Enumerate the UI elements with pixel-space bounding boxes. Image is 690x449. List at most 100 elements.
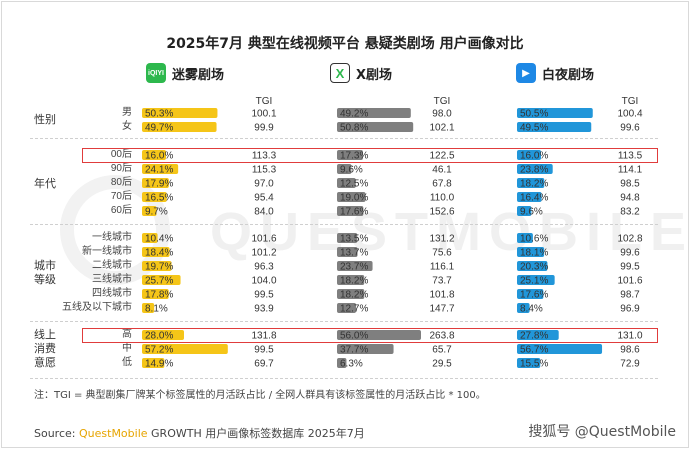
bar-value-label: 16.0% [520, 151, 548, 162]
bar-3 [517, 206, 532, 216]
bar-value-label: 9.6% [520, 207, 543, 218]
bar-2 [337, 303, 357, 313]
tgi-value: 99.6 [620, 248, 640, 259]
platform-name-1: 迷雾剧场 [172, 67, 225, 83]
category-label: 新一线城市 [82, 246, 132, 257]
bar-1 [142, 150, 166, 160]
category-label: 男 [122, 107, 132, 118]
separator-line [30, 321, 658, 322]
bar-value-label: 50.8% [340, 123, 368, 134]
tgi-value: 72.9 [620, 359, 640, 370]
bar-value-label: 56.0% [340, 331, 368, 342]
bar-3 [517, 261, 548, 271]
tgi-value: 95.4 [254, 193, 274, 204]
bar-value-label: 28.0% [145, 331, 173, 342]
tgi-value: 115.3 [252, 165, 277, 176]
bar-value-label: 18.2% [340, 276, 368, 287]
group-label-consumption: 线上消费意愿 [34, 329, 56, 369]
bar-1 [142, 233, 158, 243]
bar-1 [142, 178, 169, 188]
bar-1 [142, 122, 217, 132]
chart-title: 2025年7月 典型在线视频平台 悬疑类剧场 用户画像对比 [166, 36, 524, 52]
bar-value-label: 17.9% [145, 179, 173, 190]
group-label-city-tier: 城市等级 [34, 260, 56, 286]
bar-1 [142, 164, 179, 174]
bar-1 [142, 261, 172, 271]
category-label: 中 [122, 343, 132, 354]
bar-3 [517, 303, 530, 313]
bar-2 [337, 275, 365, 285]
bar-1 [142, 289, 169, 299]
tgi-value: 94.8 [620, 193, 640, 204]
tgi-value: 101.8 [429, 290, 454, 301]
bar-value-label: 25.1% [520, 276, 548, 287]
bar-value-label: 6.3% [340, 359, 363, 370]
bar-2 [337, 330, 421, 340]
bar-value-label: 56.7% [520, 345, 548, 356]
tgi-value: 114.1 [618, 165, 643, 176]
bar-3 [517, 289, 544, 299]
bar-2 [337, 122, 414, 132]
bar-value-label: 17.6% [340, 207, 368, 218]
tgi-value: 73.7 [432, 276, 452, 287]
bar-2 [337, 261, 373, 271]
bar-value-label: 8.4% [520, 304, 543, 315]
tgi-value: 67.8 [432, 179, 452, 190]
bar-3 [517, 108, 593, 118]
bar-value-label: 17.3% [340, 151, 368, 162]
tgi-value: 122.5 [429, 151, 454, 162]
bar-value-label: 16.5% [145, 193, 173, 204]
tgi-value: 99.5 [620, 262, 640, 273]
tgi-value: 101.6 [251, 234, 276, 245]
tgi-value: 99.6 [620, 123, 640, 134]
category-label: 70后 [110, 191, 132, 202]
tgi-value: 100.1 [251, 109, 276, 120]
category-label: 高 [122, 329, 132, 340]
source-line: Source: QuestMobile GROWTH 用户画像标签数据库 202… [34, 425, 365, 441]
bar-2 [337, 233, 358, 243]
tgi-header-2: TGI [433, 96, 451, 107]
bar-value-label: 49.5% [520, 123, 548, 134]
iqiyi-logo-icon: iQIYI [146, 63, 166, 83]
bar-3 [517, 150, 541, 160]
bar-value-label: 10.6% [520, 234, 548, 245]
category-label: 四线城市 [92, 288, 132, 299]
bar-value-label: 17.8% [145, 290, 173, 301]
bar-value-label: 18.2% [340, 290, 368, 301]
bar-value-label: 15.5% [520, 359, 548, 370]
bar-value-label: 14.9% [145, 359, 173, 370]
category-label: 五线及以下城市 [62, 302, 132, 313]
tgi-header-3: TGI [621, 96, 639, 107]
bar-1 [142, 303, 155, 313]
tgi-value: 65.7 [432, 345, 452, 356]
bar-1 [142, 275, 181, 285]
bar-value-label: 9.7% [145, 207, 168, 218]
bar-2 [337, 192, 366, 202]
tgi-value: 131.2 [429, 234, 454, 245]
bar-2 [337, 344, 394, 354]
tgi-value: 98.6 [620, 345, 640, 356]
tgi-header-1: TGI [255, 96, 273, 107]
source-prefix: Source: [34, 427, 76, 440]
bar-value-label: 37.7% [340, 345, 368, 356]
bar-value-label: 50.5% [520, 109, 548, 120]
bar-2 [337, 178, 356, 188]
bar-value-label: 13.5% [340, 234, 368, 245]
tgi-value: 101.6 [617, 276, 642, 287]
tgi-value: 98.7 [620, 290, 640, 301]
highlight-box-00后 [82, 148, 658, 163]
category-label: 三线城市 [92, 274, 132, 285]
platform-header-3: ▶ 白夜剧场 [516, 62, 594, 84]
bar-3 [517, 233, 533, 243]
tgi-value: 99.5 [254, 345, 274, 356]
tgi-value: 29.5 [432, 359, 452, 370]
category-label: 低 [122, 357, 132, 368]
bar-3 [517, 178, 545, 188]
tgi-value: 75.6 [432, 248, 452, 259]
bar-value-label: 49.2% [340, 109, 368, 120]
bar-1 [142, 247, 170, 257]
bar-value-label: 19.7% [145, 262, 173, 273]
sohu-credit: 搜狐号 @QuestMobile [528, 424, 676, 440]
tgi-value: 110.0 [430, 193, 455, 204]
bar-value-label: 20.3% [520, 262, 548, 273]
